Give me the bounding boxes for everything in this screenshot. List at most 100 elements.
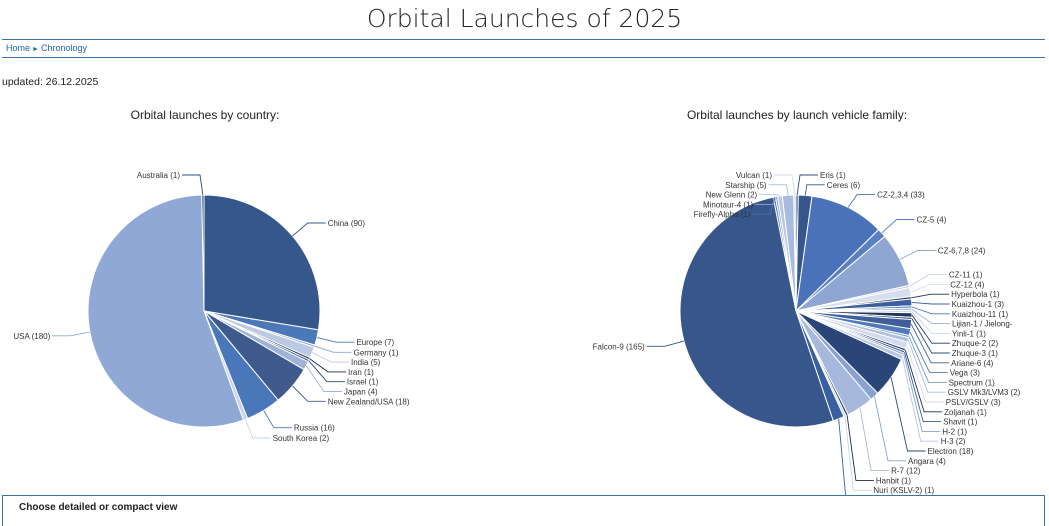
leader-line-pslv-gslv [906, 345, 944, 403]
slice-label-vulcan: Vulcan (1) [736, 171, 773, 180]
slice-label-spectrum: Spectrum (1) [949, 378, 996, 387]
leader-line-china [292, 222, 326, 237]
leader-line-vega [909, 331, 948, 374]
leader-line-iran [309, 358, 346, 373]
leader-line-usa [52, 331, 90, 337]
leader-line-angara [874, 396, 906, 462]
slice-label-russia: Russia (16) [294, 424, 335, 433]
leader-line-eris [796, 174, 818, 196]
leader-line-firefly-alpha [752, 197, 775, 215]
breadcrumb: Home ► Chronology [2, 39, 1045, 58]
slice-label-hanbit: Hanbit (1) [876, 476, 911, 485]
slice-label-hyperbola: Hyperbola (1) [951, 290, 1000, 299]
slice-label-cz-2-3-4: CZ-2,3,4 (33) [877, 191, 925, 200]
leader-line-japan [305, 365, 342, 392]
pie-charts: Australia (1) USA (180) China (90) Europe (… [13, 171, 1021, 505]
slice-label-new-zealand-usa: New Zealand/USA (18) [328, 397, 410, 406]
slice-label-kuaizhou-1: Kuaizhou-1 (3) [952, 300, 1005, 309]
leader-line-minotaur-4 [755, 196, 777, 205]
breadcrumb-home-link[interactable]: Home [6, 43, 31, 53]
slice-label-india: India (5) [351, 358, 381, 367]
leader-line-lijian-1-jielong-3 [911, 308, 950, 325]
leader-line-vulcan [774, 174, 796, 196]
slice-label-pslv-gslv: PSLV/GSLV (3) [946, 398, 1001, 407]
pie-slice-usa [87, 194, 245, 428]
slice-label-yinli-1: Yinli-1 (1) [952, 329, 986, 338]
updated-date: updated: 26.12.2025 [2, 76, 99, 88]
leader-line-new-zealand-usa [292, 385, 326, 402]
leader-line-hanbit [846, 415, 874, 481]
vehicle-chart-title: Orbital launches by launch vehicle famil… [686, 108, 908, 122]
slice-label-r-7: R-7 (12) [891, 467, 921, 476]
leader-line-south-korea [245, 419, 271, 439]
view-toggle-panel[interactable]: Choose detailed or compact view [2, 495, 1045, 526]
slice-label-cz-12: CZ-12 (4) [950, 280, 985, 289]
slice-label-angara: Angara (4) [908, 457, 946, 466]
leader-line-yinli-1 [911, 311, 950, 334]
leader-line-germany [314, 345, 352, 353]
slice-label-gslv-mk3-lvm3: GSLV Mk3/LVM3 (2) [948, 388, 1021, 397]
slice-label-h-3: H-3 (2) [941, 437, 966, 446]
slice-label-ariane-6: Ariane-6 (4) [951, 359, 994, 368]
leader-line-zhuque-3 [911, 318, 950, 354]
country-chart-title: Orbital launches by country: [130, 108, 280, 122]
pie-chart-2 [679, 194, 913, 428]
view-toggle-label: Choose detailed or compact view [19, 502, 178, 513]
pie-slice-falcon-9 [679, 196, 834, 428]
slice-label-vega: Vega (3) [950, 369, 981, 378]
slice-label-south-korea: South Korea (2) [273, 434, 330, 443]
leader-line-zhuque-2 [911, 314, 950, 344]
slice-label-lijian-1-jielong-3: Lijian-1 / Jielong- [952, 320, 1013, 329]
slice-label-electron: Electron (18) [928, 447, 974, 456]
slice-label-cz-6-7-8: CZ-6,7,8 (24) [938, 247, 986, 256]
slice-label-usa: USA (180) [13, 332, 50, 341]
slice-label-cz-11: CZ-11 (1) [949, 271, 983, 280]
leader-line-ceres [804, 184, 825, 196]
slice-label-israel: Israel (1) [347, 378, 379, 387]
slice-label-minotaur-4: Minotaur-4 (1) [703, 200, 754, 209]
breadcrumb-separator-icon: ► [32, 46, 39, 53]
pie-slice-china [203, 194, 321, 331]
slice-label-australia: Australia (1) [137, 171, 180, 180]
leader-line-kuaizhou-11 [911, 306, 950, 315]
slice-label-europe: Europe (7) [356, 338, 394, 347]
slice-label-firefly-alpha: Firefly-Alpha (1) [694, 210, 751, 219]
leader-line-hyperbola [911, 293, 950, 299]
slice-label-ceres: Ceres (6) [827, 181, 861, 190]
leader-line-australia [182, 174, 204, 196]
page-title: Orbital Launches of 2025 [366, 4, 683, 33]
leader-line-cz-11 [909, 274, 947, 287]
breadcrumb-chronology-link[interactable]: Chronology [40, 43, 87, 53]
slice-label-h-2: H-2 (1) [942, 427, 967, 436]
slice-label-cz-5: CZ-5 (4) [917, 216, 947, 225]
leader-line-shavit [904, 351, 942, 423]
slice-label-zhuque-3: Zhuque-3 (1) [952, 349, 999, 358]
slice-label-shavit: Shavit (1) [943, 418, 978, 427]
leader-line-atlas-5 [838, 418, 864, 501]
slice-label-nuri-kslv-2: Nuri (KSLV-2) (1) [873, 486, 934, 495]
leader-line-starship [768, 184, 789, 196]
slice-label-zhuque-2: Zhuque-2 (2) [952, 339, 999, 348]
leader-line-electron [890, 377, 926, 452]
leader-line-russia [263, 410, 292, 429]
pie-slice-cz-2-3-4 [795, 195, 880, 313]
leader-line-cz-2-3-4 [847, 194, 876, 208]
slice-label-japan: Japan (4) [344, 388, 378, 397]
pie-slice-australia [201, 194, 205, 312]
slice-label-china: China (90) [328, 219, 366, 228]
slice-label-iran: Iran (1) [348, 368, 374, 377]
pie-chart-1 [87, 194, 321, 428]
leader-line-kuaizhou-1 [911, 301, 950, 305]
leader-line-r-7 [859, 407, 890, 472]
slice-label-zoljanah: Zoljanah (1) [944, 408, 987, 417]
slice-label-falcon-9: Falcon-9 (165) [593, 342, 645, 351]
leader-line-israel [308, 360, 345, 383]
slice-label-germany: Germany (1) [354, 348, 399, 357]
leader-line-falcon-9 [646, 340, 685, 347]
leader-line-spectrum [908, 336, 947, 383]
leader-line-nuri-kslv-2 [844, 416, 872, 491]
leader-line-europe [316, 337, 355, 343]
slice-label-eris: Eris (1) [820, 171, 846, 180]
leader-line-zoljanah [904, 349, 943, 413]
leader-line-gslv-mk3-lvm3 [907, 339, 946, 393]
